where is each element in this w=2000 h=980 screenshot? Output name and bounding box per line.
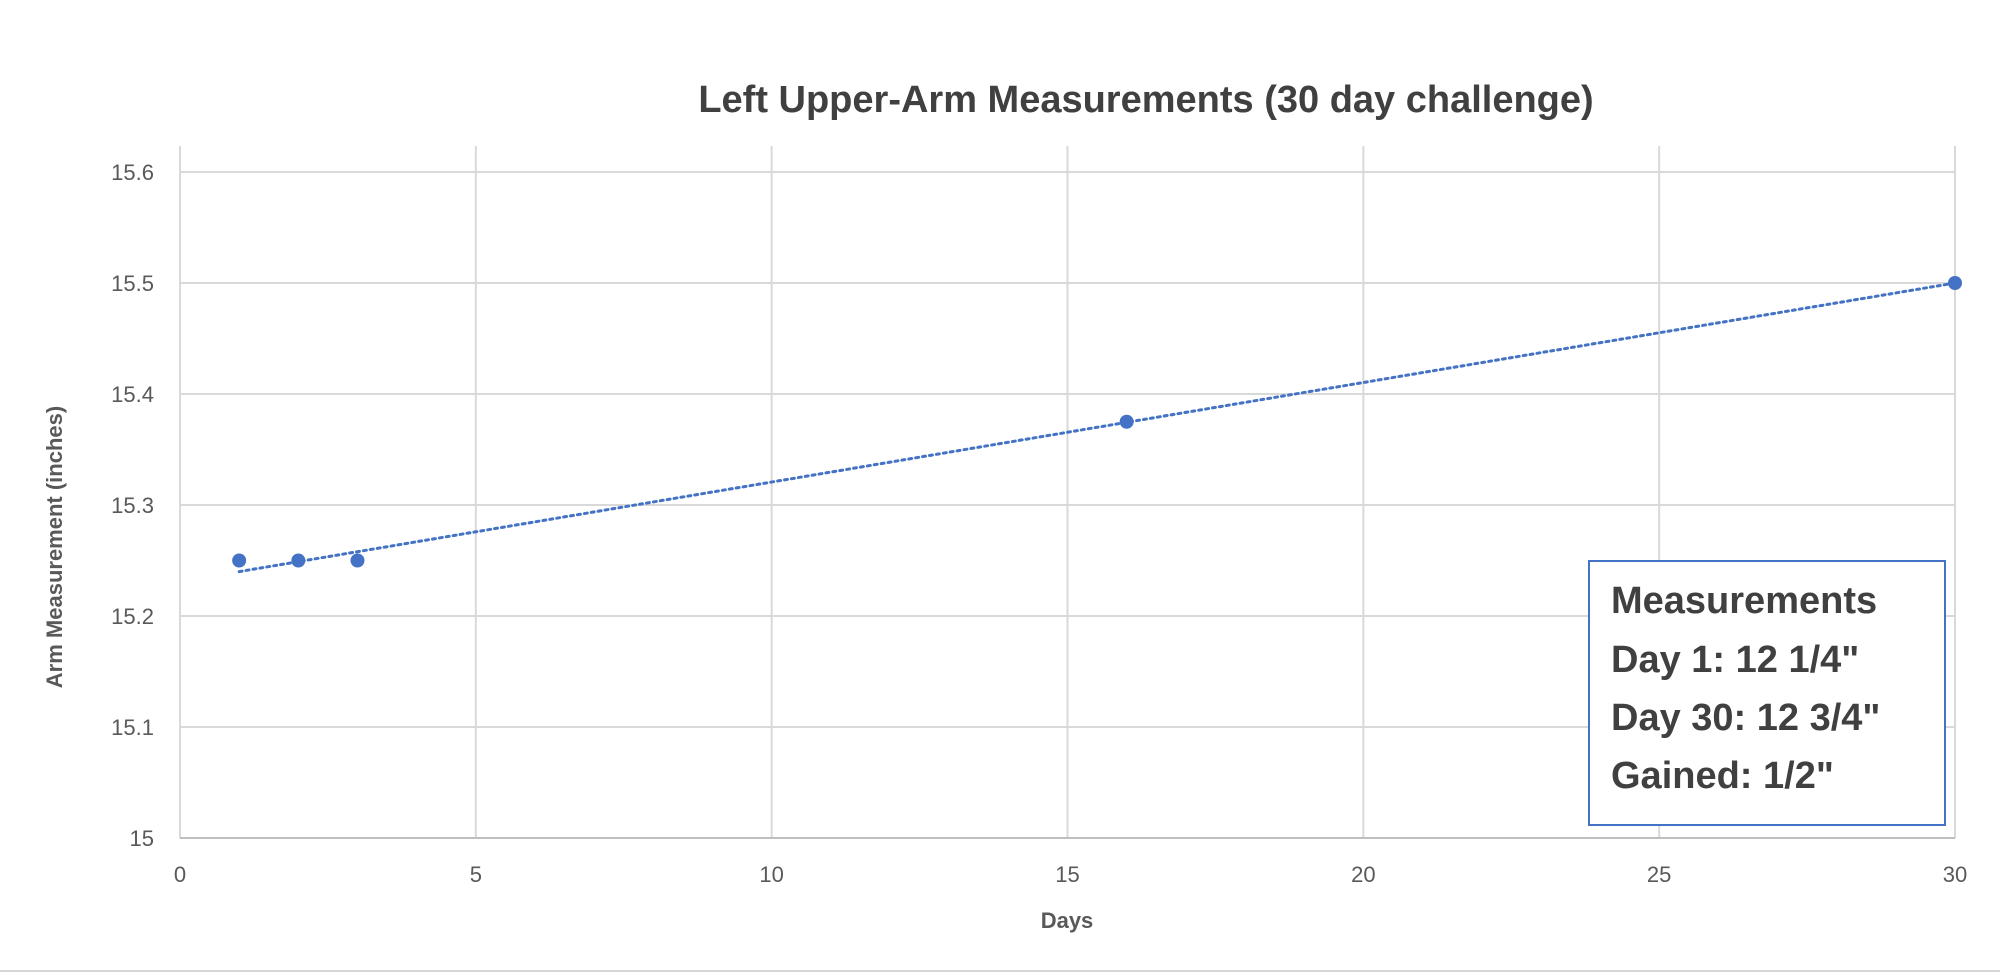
y-tick-label: 15.4 [111, 382, 154, 407]
data-point [350, 553, 365, 568]
annotation-border [1588, 560, 1946, 826]
data-point [1119, 414, 1134, 429]
data-points [232, 276, 1962, 568]
annotation-line-gained: Gained: 1/2" [1611, 755, 1834, 797]
x-axis-label: Days [1041, 908, 1094, 933]
annotation-line-day30: Day 30: 12 3/4" [1611, 697, 1880, 739]
y-tick-label: 15.2 [111, 604, 154, 629]
trendline-group [237, 281, 1957, 574]
y-tick-label: 15.6 [111, 160, 154, 185]
y-axis-label: Arm Measurement (inches) [42, 406, 67, 688]
x-tick-label: 5 [470, 862, 482, 887]
trendline [237, 281, 1957, 574]
x-tick-label: 30 [1943, 862, 1967, 887]
y-tick-label: 15.5 [111, 271, 154, 296]
data-point [232, 553, 247, 568]
data-point [291, 553, 306, 568]
annotation-line-day1: Day 1: 12 1/4" [1611, 639, 1859, 681]
annotation-line-heading: Measurements [1611, 580, 1877, 622]
x-tick-label: 0 [174, 862, 186, 887]
measurements-annotation: Measurements Day 1: 12 1/4" Day 30: 12 3… [1588, 560, 1946, 826]
x-tick-label: 20 [1351, 862, 1375, 887]
y-tick-label: 15.3 [111, 493, 154, 518]
x-tick-label: 15 [1055, 862, 1079, 887]
x-tick-label: 10 [759, 862, 783, 887]
axes: 0 5 10 15 20 25 30 15 15.1 15.2 15.3 15.4 15.5 15.6 [111, 160, 1967, 887]
data-point [1948, 276, 1962, 290]
y-tick-label: 15.1 [111, 715, 154, 740]
y-tick-label: 15 [130, 826, 154, 851]
bottom-divider [0, 970, 2000, 972]
chart-title: Left Upper-Arm Measurements (30 day chal… [698, 79, 1593, 121]
x-tick-label: 25 [1647, 862, 1671, 887]
